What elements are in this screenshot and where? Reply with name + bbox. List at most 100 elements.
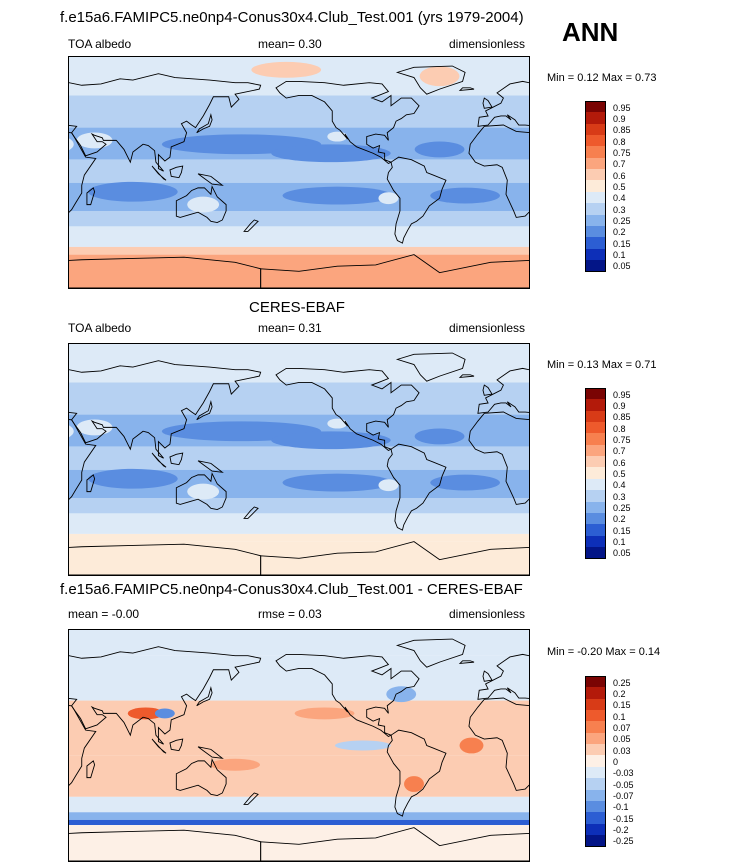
- colorbar-tick-label: 0.2: [613, 514, 626, 525]
- panel2-map: [68, 343, 530, 576]
- colorbar-swatch: [585, 490, 606, 502]
- colorbar-swatch: [585, 180, 606, 193]
- coastline: [197, 460, 224, 473]
- colorbar-tick-label: 0.3: [613, 204, 626, 215]
- colorbar-tick-label: 0.75: [613, 147, 631, 158]
- colorbar-swatch: [585, 456, 606, 468]
- panel1-minmax: Min = 0.12 Max = 0.73: [547, 72, 657, 84]
- coastline: [260, 541, 529, 575]
- stratocumulus-deck: [327, 131, 348, 142]
- albedo-band: [69, 825, 529, 861]
- colorbar-swatch: [585, 237, 606, 250]
- panel1-mean-label: mean= 0.30: [258, 37, 322, 51]
- coastline: [86, 474, 96, 493]
- colorbar-swatch: [585, 698, 606, 711]
- desert-region: [76, 419, 113, 436]
- coastline: [151, 165, 167, 181]
- panel1-map: [68, 56, 530, 289]
- colorbar-tick-label: -0.15: [613, 813, 634, 824]
- colorbar-swatch: [585, 535, 606, 548]
- colorbar-swatch: [585, 410, 606, 423]
- coastline: [175, 758, 227, 797]
- coastlines: [69, 638, 529, 861]
- colorbar-tick-label: 0: [613, 756, 619, 767]
- coastline: [169, 452, 184, 466]
- colorbar-swatch: [585, 191, 606, 204]
- panel2-units-label: dimensionless: [449, 321, 526, 335]
- panel3-minmax: Min = -0.20 Max = 0.14: [547, 646, 661, 658]
- colorbar-tick-label: 0.95: [613, 389, 631, 400]
- colorbar-swatch: [585, 676, 606, 688]
- positive-bias: [210, 758, 261, 771]
- colorbar-tick-label: -0.05: [613, 779, 634, 790]
- colorbar-tick-label: 0.05: [613, 734, 631, 745]
- coastline: [243, 219, 259, 232]
- coastline: [196, 686, 213, 707]
- coastlines: [69, 65, 529, 288]
- coastline: [468, 124, 529, 218]
- colorbar-tick-label: 0.85: [613, 412, 631, 423]
- coastline: [86, 760, 96, 779]
- positive-bias: [127, 707, 164, 720]
- coastline: [482, 97, 493, 109]
- albedo-band: [69, 630, 529, 656]
- colorbar-tick-label: -0.25: [613, 836, 634, 847]
- colorbar-swatch: [585, 524, 606, 537]
- colorbar-swatch: [585, 135, 606, 147]
- colorbar-tick-label: 0.25: [613, 677, 631, 688]
- coastline: [151, 452, 167, 468]
- colorbar-swatch: [585, 433, 606, 446]
- albedo-band: [69, 246, 529, 255]
- albedo-band: [69, 498, 529, 514]
- colorbar-tick-label: 0.9: [613, 400, 626, 411]
- colorbar-swatch: [585, 422, 606, 434]
- colorbar-swatch: [585, 834, 606, 847]
- desert-region: [76, 132, 113, 149]
- colorbar-swatch: [585, 812, 606, 825]
- coastline: [386, 156, 447, 244]
- colorbar-swatch: [585, 169, 606, 181]
- coastline: [458, 87, 475, 91]
- panel3-rmse-label: rmse = 0.03: [258, 607, 322, 621]
- season-label: ANN: [562, 17, 619, 47]
- coastline: [482, 384, 493, 396]
- colorbar-swatch: [585, 203, 606, 215]
- colorbar-tick-label: 0.4: [613, 480, 626, 491]
- colorbar-tick-label: 0.75: [613, 434, 631, 445]
- coastline: [196, 400, 213, 421]
- coastline: [69, 646, 262, 745]
- colorbar-tick-label: -0.07: [613, 791, 634, 801]
- coastline: [197, 746, 224, 759]
- colorbar-tick-label: 0.6: [613, 457, 626, 468]
- coastline: [458, 660, 475, 664]
- albedo-band: [69, 344, 529, 383]
- colorbar-tick-label: 0.5: [613, 468, 626, 479]
- albedo-band: [69, 226, 529, 247]
- low-albedo-ocean: [88, 181, 178, 202]
- colorbar-swatch: [585, 744, 606, 756]
- positive-bias: [294, 707, 355, 720]
- colorbar-tick-label: 0.6: [613, 170, 626, 181]
- panel2-variable-label: TOA albedo: [68, 321, 132, 335]
- colorbar-swatch: [585, 248, 606, 261]
- colorbar-swatch: [585, 146, 606, 159]
- colorbar-tick-label: 0.1: [613, 537, 626, 548]
- albedo-band: [69, 211, 529, 227]
- colorbar-swatch: [585, 766, 606, 779]
- coastline: [275, 653, 420, 738]
- colorbar-tick-label: 0.15: [613, 238, 631, 249]
- colorbar-swatch: [585, 388, 606, 400]
- colorbar-tick-label: 0.1: [613, 711, 626, 722]
- colorbar-swatch: [585, 101, 606, 113]
- colorbar-swatch: [585, 778, 606, 790]
- colorbar-swatch: [585, 259, 606, 272]
- colorbar-swatch: [585, 687, 606, 700]
- coastline: [275, 80, 420, 165]
- colorbar-swatch: [585, 112, 606, 125]
- low-albedo-ocean: [430, 474, 500, 491]
- panel2-mean-label: mean= 0.31: [258, 321, 322, 335]
- colorbar-tick-label: 0.15: [613, 525, 631, 536]
- albedo-band: [69, 655, 529, 701]
- colorbar-tick-label: 0.15: [613, 700, 631, 711]
- colorbar-tick-label: 0.85: [613, 125, 631, 136]
